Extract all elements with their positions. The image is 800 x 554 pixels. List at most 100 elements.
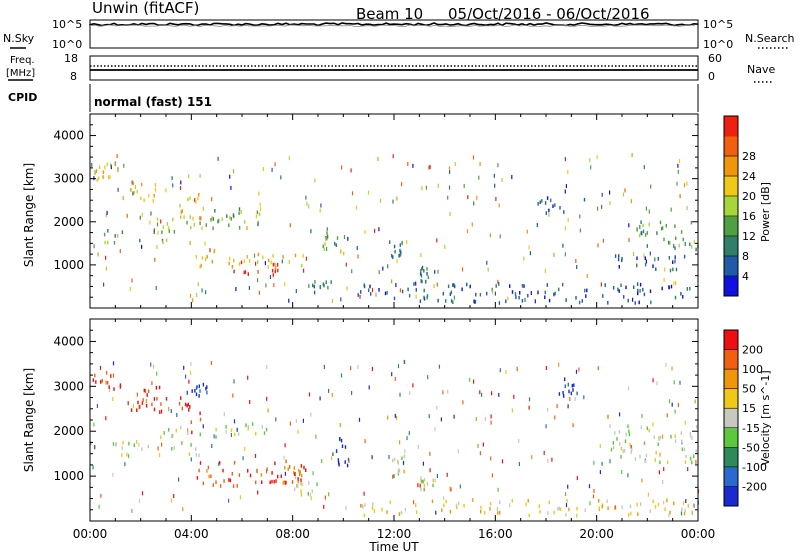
noise-cell xyxy=(185,374,187,379)
noise-cell xyxy=(274,162,276,167)
noise-cell xyxy=(545,366,547,370)
noise-cell xyxy=(601,192,603,197)
echo-cell xyxy=(108,385,110,389)
noise-cell xyxy=(493,173,495,178)
noise-cell xyxy=(257,490,259,495)
noise-cell xyxy=(127,401,129,406)
echo-cell xyxy=(598,499,600,503)
y-tick-label: 2000 xyxy=(53,424,84,438)
echo-cell xyxy=(288,465,291,469)
echo-cell xyxy=(683,447,686,452)
noise-cell xyxy=(394,413,396,418)
noise-cell xyxy=(417,483,419,488)
echo-cell xyxy=(423,288,425,293)
noise-cell xyxy=(141,212,143,217)
echo-cell xyxy=(300,478,302,482)
echo-cell xyxy=(639,282,642,287)
noise-cell xyxy=(429,451,431,456)
noise-cell xyxy=(675,281,677,286)
noise-cell xyxy=(639,224,641,229)
noise-cell xyxy=(331,456,333,461)
echo-cell xyxy=(173,446,175,450)
echo-cell xyxy=(674,259,676,264)
colorbar-segment xyxy=(724,427,738,448)
echo-cell xyxy=(213,249,215,254)
echo-cell xyxy=(674,295,677,300)
echo-cell xyxy=(567,382,569,387)
freq-left-tick-top: 18 xyxy=(64,52,78,65)
noise-cell xyxy=(328,492,330,497)
y-tick-label: 1000 xyxy=(53,469,84,483)
noise-cell xyxy=(295,289,297,294)
echo-cell xyxy=(489,501,492,506)
echo-cell xyxy=(393,457,396,462)
noise-cell xyxy=(371,288,374,293)
noise-cell xyxy=(490,414,492,419)
noise-cell xyxy=(498,203,500,208)
echo-cell xyxy=(228,223,230,227)
echo-cell xyxy=(673,501,675,506)
echo-cell xyxy=(661,226,664,230)
echo-cell xyxy=(419,299,422,303)
noise-cell xyxy=(422,265,424,270)
echo-cell xyxy=(191,389,193,393)
noise-cell xyxy=(124,462,126,467)
echo-cell xyxy=(581,299,583,303)
noise-cell xyxy=(599,470,601,475)
echo-cell xyxy=(662,500,665,505)
echo-cell xyxy=(521,299,524,303)
echo-cell xyxy=(225,425,227,429)
echo-cell xyxy=(690,220,693,225)
echo-cell xyxy=(168,229,170,233)
echo-cell xyxy=(133,190,135,195)
y-tick-label: 3000 xyxy=(53,172,84,186)
noise-cell xyxy=(461,267,464,272)
noise-cell xyxy=(281,259,283,264)
echo-cell xyxy=(453,283,455,287)
echo-cell xyxy=(186,220,188,225)
noise-cell xyxy=(526,229,528,234)
echo-cell xyxy=(141,447,143,451)
noise-cell xyxy=(534,299,536,304)
noise-cell xyxy=(202,206,204,211)
noise-cell xyxy=(648,209,650,214)
noise-cell xyxy=(388,454,390,459)
echo-cell xyxy=(423,295,425,300)
echo-cell xyxy=(546,196,549,200)
echo-cell xyxy=(572,388,574,392)
noise-cell xyxy=(382,266,384,271)
echo-cell xyxy=(228,261,230,266)
noise-cell xyxy=(565,492,567,497)
noise-cell xyxy=(196,293,198,298)
echo-cell xyxy=(160,402,162,406)
echo-cell xyxy=(400,510,403,515)
echo-cell xyxy=(550,198,552,203)
noise-cell xyxy=(284,471,286,476)
echo-cell xyxy=(614,506,616,510)
noise-cell xyxy=(436,282,438,287)
echo-cell xyxy=(475,292,477,297)
echo-cell xyxy=(287,467,289,471)
echo-cell xyxy=(657,257,659,261)
echo-cell xyxy=(297,479,299,484)
noise-cell xyxy=(501,178,503,182)
echo-cell xyxy=(277,268,279,273)
echo-cell xyxy=(195,453,198,457)
echo-cell xyxy=(323,247,326,252)
echo-cell xyxy=(652,499,654,504)
noise-cell xyxy=(412,163,414,168)
echo-cell xyxy=(629,504,632,509)
echo-cell xyxy=(423,487,425,492)
echo-cell xyxy=(683,254,686,259)
echo-cell xyxy=(107,380,109,385)
echo-cell xyxy=(685,454,687,459)
echo-cell xyxy=(197,196,199,201)
echo-cell xyxy=(607,506,609,510)
colorbar-segment xyxy=(724,156,738,177)
echo-cell xyxy=(432,483,434,488)
noise-cell xyxy=(567,169,569,174)
noise-cell xyxy=(93,444,96,449)
noise-cell xyxy=(302,418,304,423)
noise-cell xyxy=(306,201,308,206)
noise-cell xyxy=(340,373,343,378)
